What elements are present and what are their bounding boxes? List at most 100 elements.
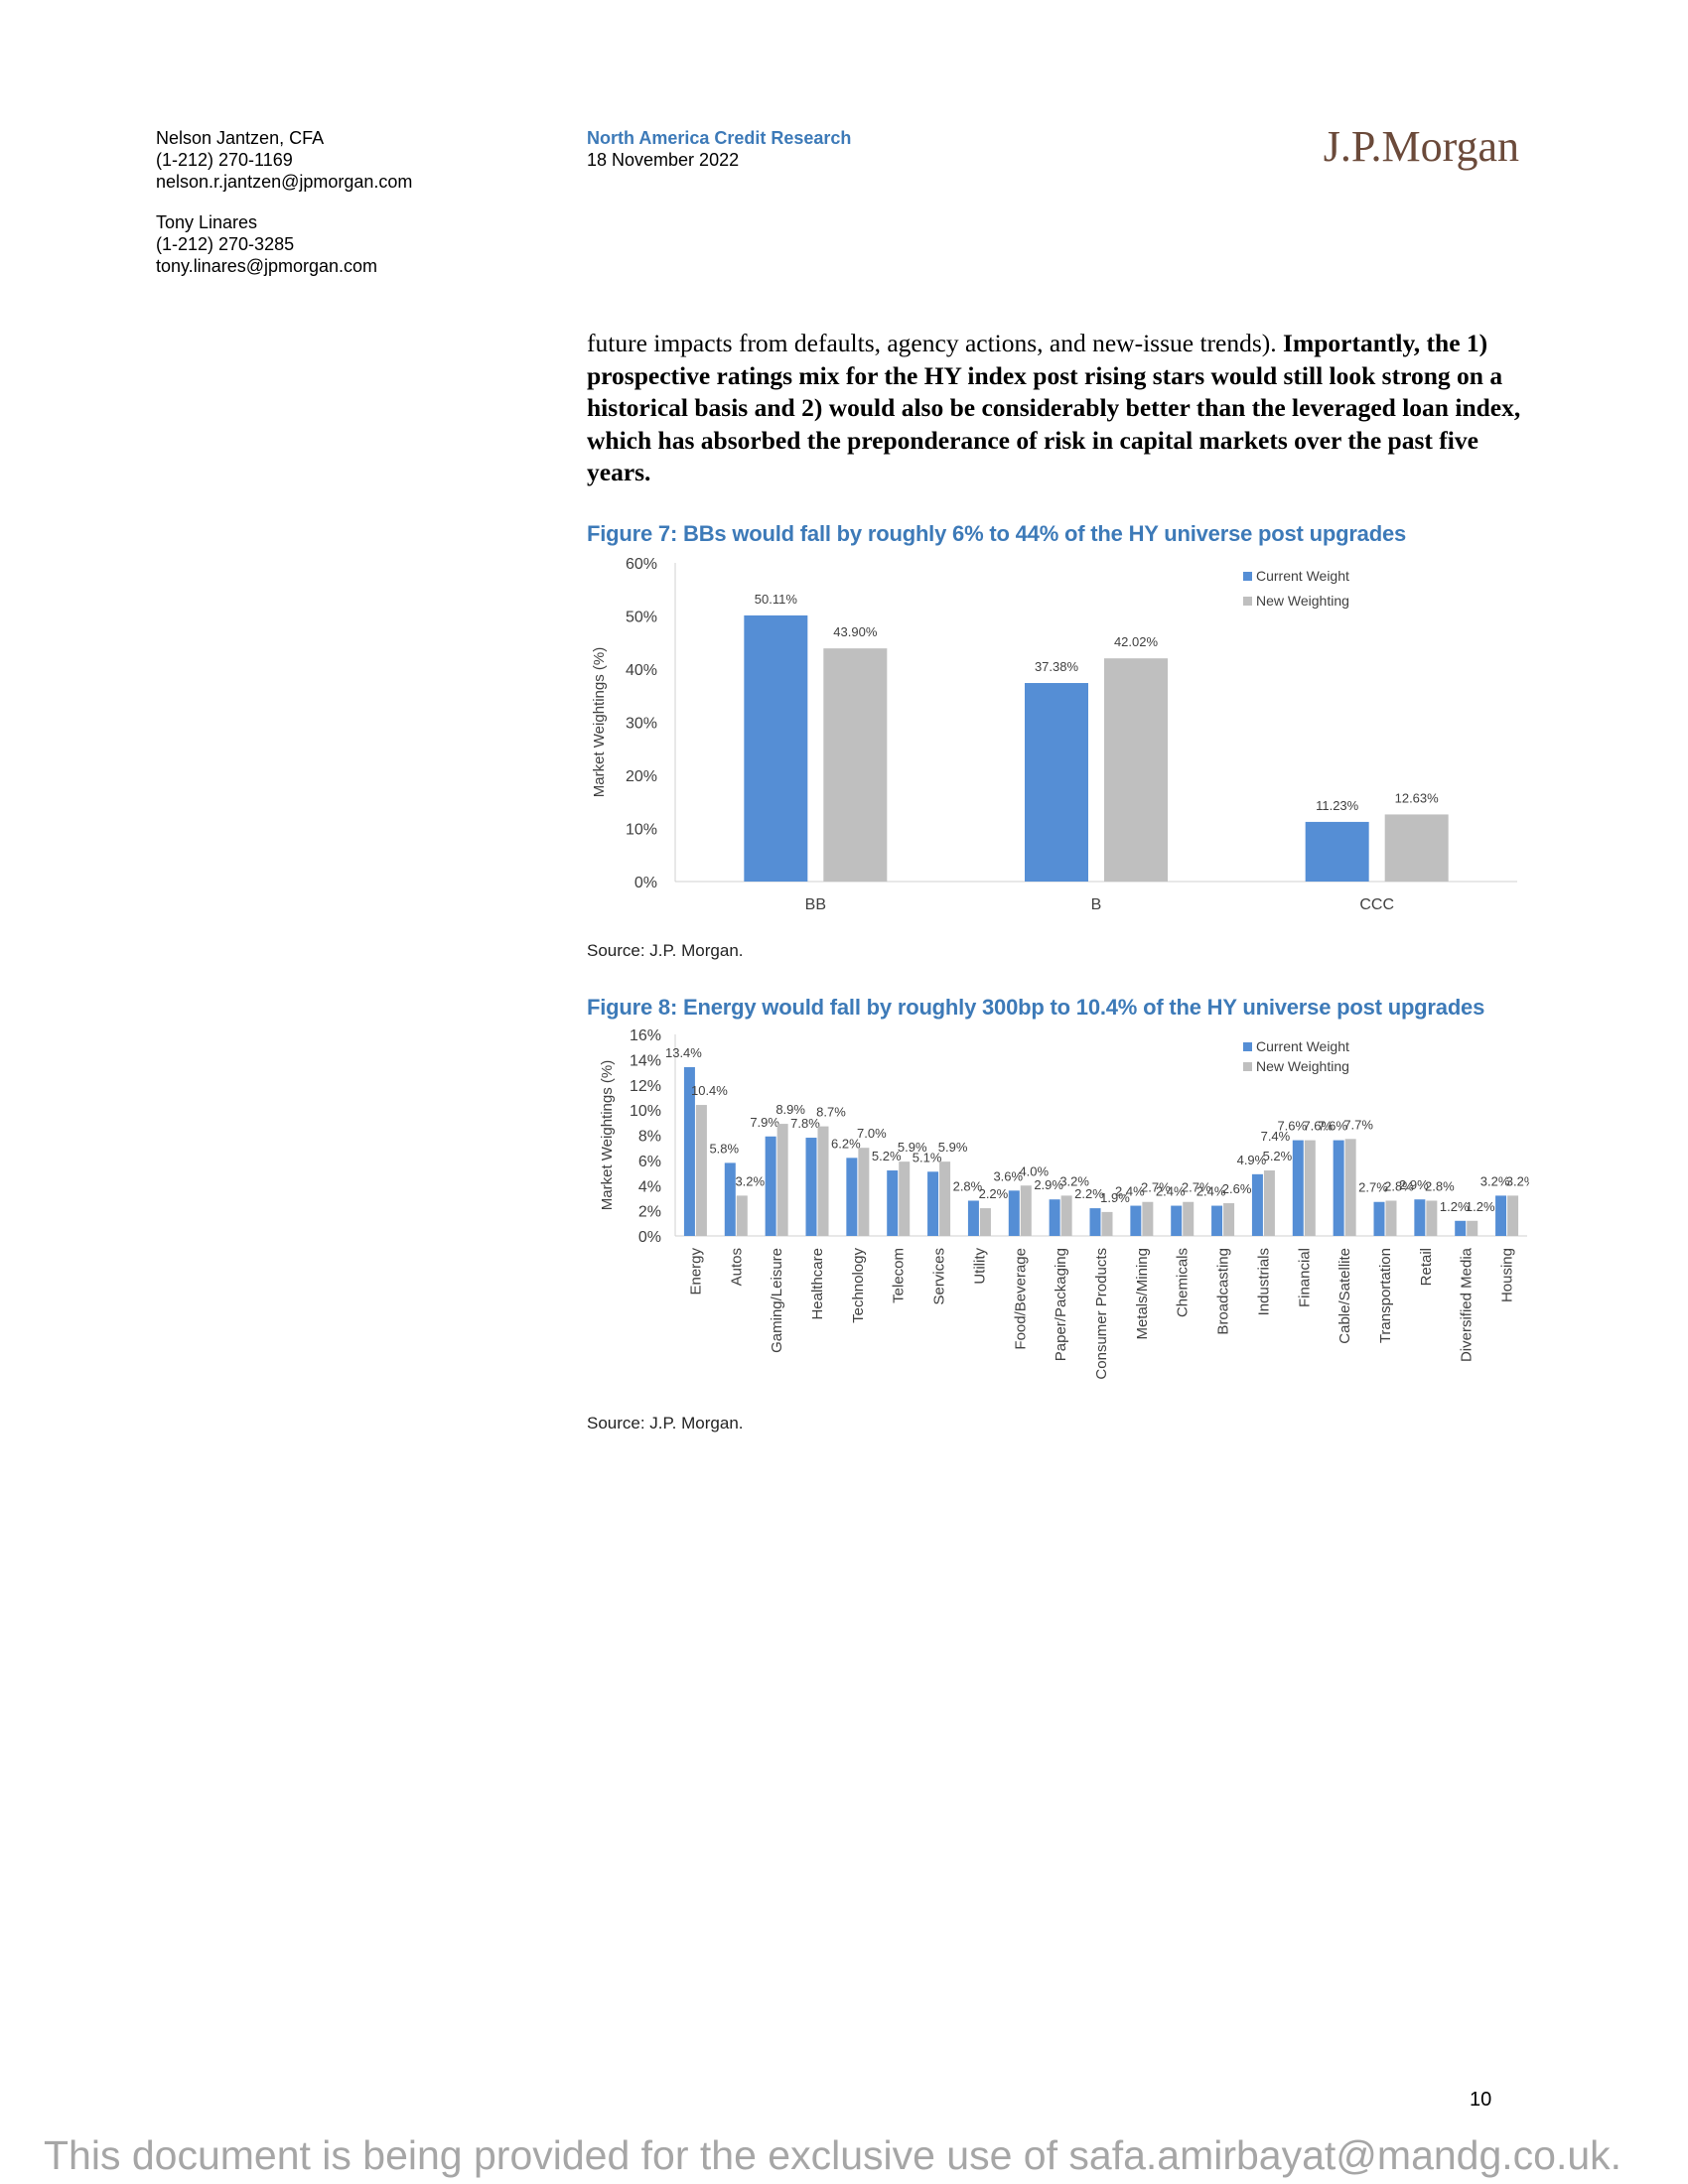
bar-new xyxy=(695,1105,707,1236)
bar-new xyxy=(899,1161,911,1236)
x-tick-label: Housing xyxy=(1499,1248,1516,1302)
author-name: Nelson Jantzen, CFA xyxy=(156,128,325,148)
data-label: 4.0% xyxy=(1019,1163,1049,1178)
jpmorgan-logo: J.P.Morgan xyxy=(1323,122,1519,171)
data-label: 2.4% xyxy=(1196,1184,1226,1199)
data-label: 2.4% xyxy=(1156,1184,1186,1199)
bar-current xyxy=(1130,1205,1142,1236)
y-tick-label: 10% xyxy=(626,822,657,839)
author-email[interactable]: tony.linares@jpmorgan.com xyxy=(156,256,378,276)
report-series: North America Credit Research xyxy=(587,128,852,148)
bar-current xyxy=(1089,1208,1101,1236)
legend-entry: Current Weight xyxy=(1256,1038,1349,1054)
y-tick-label: 12% xyxy=(630,1078,661,1095)
watermark-text: This document is being provided for the … xyxy=(44,2132,1622,2178)
x-tick-label: Consumer Products xyxy=(1093,1248,1110,1380)
bar-current xyxy=(927,1171,939,1236)
data-label: 7.0% xyxy=(857,1126,887,1141)
y-tick-label: 50% xyxy=(626,610,657,626)
y-axis-label: Market Weightings (%) xyxy=(591,647,608,797)
data-label: 7.8% xyxy=(790,1116,820,1131)
data-label: 2.2% xyxy=(1074,1186,1104,1201)
x-tick-label: Cable/Satellite xyxy=(1336,1248,1353,1344)
figure7-source: Source: J.P. Morgan. xyxy=(587,941,744,960)
bar-current-b xyxy=(1025,683,1088,882)
data-label: 2.2% xyxy=(979,1186,1009,1201)
legend-swatch xyxy=(1243,597,1252,606)
bar-new xyxy=(1304,1140,1316,1236)
y-tick-label: 8% xyxy=(638,1129,661,1146)
x-tick-label: Financial xyxy=(1296,1248,1313,1307)
data-label: 2.7% xyxy=(1358,1180,1388,1195)
y-tick-label: 16% xyxy=(630,1027,661,1044)
data-label: 13.4% xyxy=(665,1045,702,1060)
x-tick-label: Telecom xyxy=(891,1248,908,1303)
bar-current xyxy=(1414,1199,1426,1236)
x-tick-label: Autos xyxy=(728,1248,745,1286)
legend-entry: New Weighting xyxy=(1256,1058,1349,1074)
bar-current xyxy=(1373,1201,1385,1236)
data-label: 2.8% xyxy=(1384,1178,1414,1193)
data-label: 7.7% xyxy=(1343,1117,1373,1132)
bar-new-bb xyxy=(823,648,888,882)
data-label: 7.6% xyxy=(1318,1119,1347,1134)
author-email[interactable]: nelson.r.jantzen@jpmorgan.com xyxy=(156,172,413,192)
x-tick-label: Retail xyxy=(1418,1248,1435,1286)
data-label: 8.7% xyxy=(816,1105,846,1120)
bar-current xyxy=(683,1066,695,1236)
y-tick-label: 0% xyxy=(634,875,657,891)
bar-current xyxy=(846,1158,858,1236)
bar-new xyxy=(736,1195,748,1236)
data-label: 7.6% xyxy=(1277,1119,1307,1134)
data-label: 2.4% xyxy=(1115,1184,1145,1199)
bar-new xyxy=(1263,1170,1275,1236)
annotation-label: 7.4% xyxy=(1261,1129,1291,1144)
data-label: 1.2% xyxy=(1440,1199,1470,1214)
data-label: 6.2% xyxy=(831,1136,861,1151)
data-label: 2.8% xyxy=(1425,1178,1455,1193)
bar-new xyxy=(1183,1201,1195,1236)
bar-new xyxy=(1020,1185,1032,1236)
data-label: 5.8% xyxy=(709,1141,739,1156)
y-tick-label: 0% xyxy=(638,1229,661,1246)
bar-new xyxy=(1060,1195,1072,1236)
bar-current xyxy=(1008,1190,1020,1236)
x-tick-label: Food/Beverage xyxy=(1012,1248,1029,1350)
y-tick-label: 30% xyxy=(626,716,657,733)
bar-current xyxy=(1333,1140,1344,1236)
bar-current xyxy=(1495,1195,1507,1236)
figure8-chart: 0% 2% 4% 6% 8% 10% 12% 14% 16% Market Weightings … xyxy=(599,1027,1529,1380)
data-label: 3.2% xyxy=(1059,1173,1089,1188)
bar-current xyxy=(887,1170,899,1236)
data-label: 5.1% xyxy=(913,1150,942,1164)
data-label: 3.6% xyxy=(993,1168,1023,1183)
x-tick-label: B xyxy=(1091,896,1102,913)
y-tick-label: 10% xyxy=(630,1103,661,1120)
data-label: 8.9% xyxy=(775,1102,805,1117)
legend-entry: Current Weight xyxy=(1256,568,1349,584)
body-paragraph: future impacts from defaults, agency act… xyxy=(587,328,1530,489)
x-tick-label: Utility xyxy=(971,1248,988,1285)
x-tick-label: Chemicals xyxy=(1175,1248,1192,1317)
data-label: 5.2% xyxy=(872,1149,902,1163)
data-label: 37.38% xyxy=(1035,659,1079,674)
x-tick-label: CCC xyxy=(1359,896,1394,913)
bar-new xyxy=(858,1148,870,1236)
y-tick-label: 2% xyxy=(638,1204,661,1221)
report-header: North America Credit Research 18 Novembe… xyxy=(587,127,851,171)
bar-current-ccc xyxy=(1305,821,1369,882)
page-number: 10 xyxy=(1470,2089,1492,2111)
data-label: 1.2% xyxy=(1466,1199,1495,1214)
bar-new xyxy=(1223,1203,1235,1236)
report-date: 18 November 2022 xyxy=(587,150,740,170)
bar-current xyxy=(805,1138,817,1236)
data-label: 11.23% xyxy=(1316,798,1359,813)
bar-current xyxy=(1455,1220,1467,1236)
author-phone: (1-212) 270-1169 xyxy=(156,150,293,170)
author-block-2: Tony Linares (1-212) 270-3285 tony.linar… xyxy=(156,211,377,277)
data-label: 5.2% xyxy=(1263,1149,1293,1163)
bar-current xyxy=(1211,1205,1223,1236)
bar-new xyxy=(1467,1220,1478,1236)
data-label: 5.9% xyxy=(938,1140,968,1155)
data-label: 12.63% xyxy=(1395,790,1440,805)
